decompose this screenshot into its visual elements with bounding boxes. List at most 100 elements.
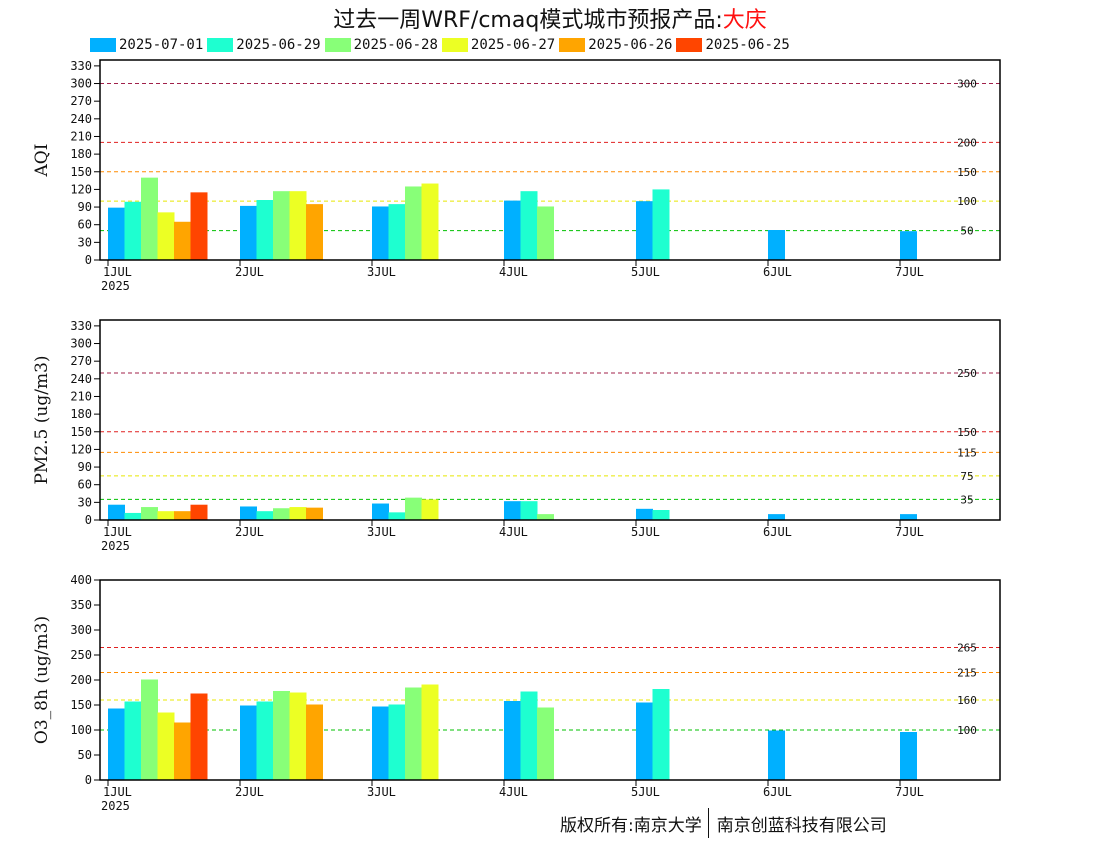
bar bbox=[141, 177, 158, 260]
legend-item: 2025-06-25 bbox=[676, 36, 790, 54]
y-tick-label: 0 bbox=[85, 513, 92, 527]
bar bbox=[306, 204, 323, 260]
bar bbox=[372, 503, 389, 520]
bar bbox=[141, 679, 158, 780]
x-tick-label: 2JUL bbox=[235, 525, 264, 539]
y-tick-label: 300 bbox=[70, 77, 92, 91]
plot-frame bbox=[99, 319, 1001, 521]
bar bbox=[537, 206, 554, 260]
bar bbox=[256, 701, 274, 780]
y-tick-label: 270 bbox=[70, 354, 92, 368]
legend-item: 2025-07-01 bbox=[90, 36, 203, 54]
x-tick-label: 5JUL bbox=[631, 785, 660, 799]
y-tick-label: 330 bbox=[70, 319, 92, 333]
bar bbox=[388, 512, 406, 520]
y-axis-label: PM2.5 (ug/m3) bbox=[32, 355, 52, 484]
bar bbox=[174, 722, 191, 780]
bar bbox=[537, 514, 554, 520]
bar bbox=[652, 189, 670, 260]
bar bbox=[108, 504, 125, 520]
bar bbox=[652, 510, 670, 520]
legend-label: 2025-06-28 bbox=[353, 37, 438, 53]
x-tick-label: 6JUL bbox=[763, 525, 792, 539]
y-tick-label: 90 bbox=[78, 460, 92, 474]
x-tick-label: 4JUL bbox=[499, 525, 528, 539]
x-tick-label: 5JUL bbox=[631, 525, 660, 539]
reference-label: 115 bbox=[957, 446, 977, 459]
y-tick-label: 50 bbox=[78, 748, 92, 762]
copyright-separator bbox=[707, 808, 709, 838]
y-tick-label: 200 bbox=[70, 673, 92, 687]
x-tick-label: 7JUL bbox=[895, 265, 924, 279]
y-tick-label: 60 bbox=[78, 218, 92, 232]
y-tick-label: 300 bbox=[70, 337, 92, 351]
bar bbox=[421, 684, 439, 780]
bar bbox=[190, 693, 208, 780]
bar bbox=[388, 204, 406, 260]
legend-item: 2025-06-27 bbox=[441, 36, 555, 54]
copyright-owner: 版权所有:南京大学 bbox=[560, 815, 702, 836]
legend-swatch bbox=[676, 38, 703, 52]
y-tick-label: 150 bbox=[70, 425, 92, 439]
bar bbox=[768, 730, 785, 780]
y-tick-label: 150 bbox=[70, 698, 92, 712]
bar bbox=[157, 511, 175, 520]
y-tick-label: 240 bbox=[70, 112, 92, 126]
bar bbox=[520, 691, 538, 780]
bar bbox=[124, 512, 142, 520]
bar bbox=[900, 514, 917, 520]
y-tick-label: 180 bbox=[70, 147, 92, 161]
bar bbox=[504, 701, 521, 780]
y-tick-label: 0 bbox=[85, 253, 92, 267]
bar bbox=[273, 691, 290, 780]
reference-label: 250 bbox=[957, 367, 977, 380]
y-tick-label: 250 bbox=[70, 648, 92, 662]
chart-title: 过去一周WRF/cmaq模式城市预报产品:大庆 bbox=[0, 2, 1100, 34]
legend-label: 2025-06-26 bbox=[588, 37, 673, 53]
y-tick-label: 0 bbox=[85, 773, 92, 787]
reference-label: 160 bbox=[957, 694, 977, 707]
bar bbox=[108, 708, 125, 780]
reference-label: 150 bbox=[957, 426, 977, 439]
reference-label: 215 bbox=[957, 667, 977, 680]
y-tick-label: 150 bbox=[70, 165, 92, 179]
y-tick-label: 300 bbox=[70, 623, 92, 637]
bar bbox=[174, 511, 191, 520]
y-axis-label: O3_8h (ug/m3) bbox=[32, 616, 52, 744]
x-sublabel: 2025 bbox=[101, 539, 130, 553]
bar bbox=[124, 701, 142, 780]
y-tick-label: 210 bbox=[70, 129, 92, 143]
bar bbox=[405, 687, 422, 780]
x-tick-label: 6JUL bbox=[763, 265, 792, 279]
legend-label: 2025-06-29 bbox=[236, 37, 321, 53]
bar bbox=[273, 191, 290, 260]
y-tick-label: 120 bbox=[70, 182, 92, 196]
x-tick-label: 1JUL bbox=[103, 785, 132, 799]
x-tick-label: 6JUL bbox=[763, 785, 792, 799]
bar bbox=[504, 501, 521, 520]
bar bbox=[240, 705, 257, 780]
bar bbox=[504, 200, 521, 260]
bar bbox=[157, 212, 175, 260]
x-sublabel: 2025 bbox=[101, 799, 130, 813]
title-prefix: 过去一周WRF/cmaq模式城市预报产品: bbox=[333, 8, 723, 33]
reference-label: 200 bbox=[957, 136, 977, 149]
reference-label: 300 bbox=[957, 78, 977, 91]
reference-label: 50 bbox=[960, 225, 973, 238]
x-tick-label: 2JUL bbox=[235, 785, 264, 799]
copyright: 版权所有:南京大学 南京创蓝科技有限公司 bbox=[560, 808, 887, 838]
bar bbox=[636, 201, 653, 260]
y-axis-label: AQI bbox=[32, 144, 52, 178]
legend: 2025-07-01 2025-06-29 2025-06-28 2025-06-27… bbox=[90, 36, 794, 54]
legend-swatch bbox=[441, 38, 468, 52]
bar bbox=[900, 231, 917, 260]
x-tick-label: 3JUL bbox=[367, 525, 396, 539]
legend-swatch bbox=[324, 38, 351, 52]
reference-label: 265 bbox=[957, 642, 977, 655]
plot-frame bbox=[99, 59, 1001, 261]
bar bbox=[306, 704, 323, 780]
bar bbox=[240, 205, 257, 260]
x-sublabel: 2025 bbox=[101, 279, 130, 293]
legend-label: 2025-06-25 bbox=[705, 37, 790, 53]
bar bbox=[190, 504, 208, 520]
